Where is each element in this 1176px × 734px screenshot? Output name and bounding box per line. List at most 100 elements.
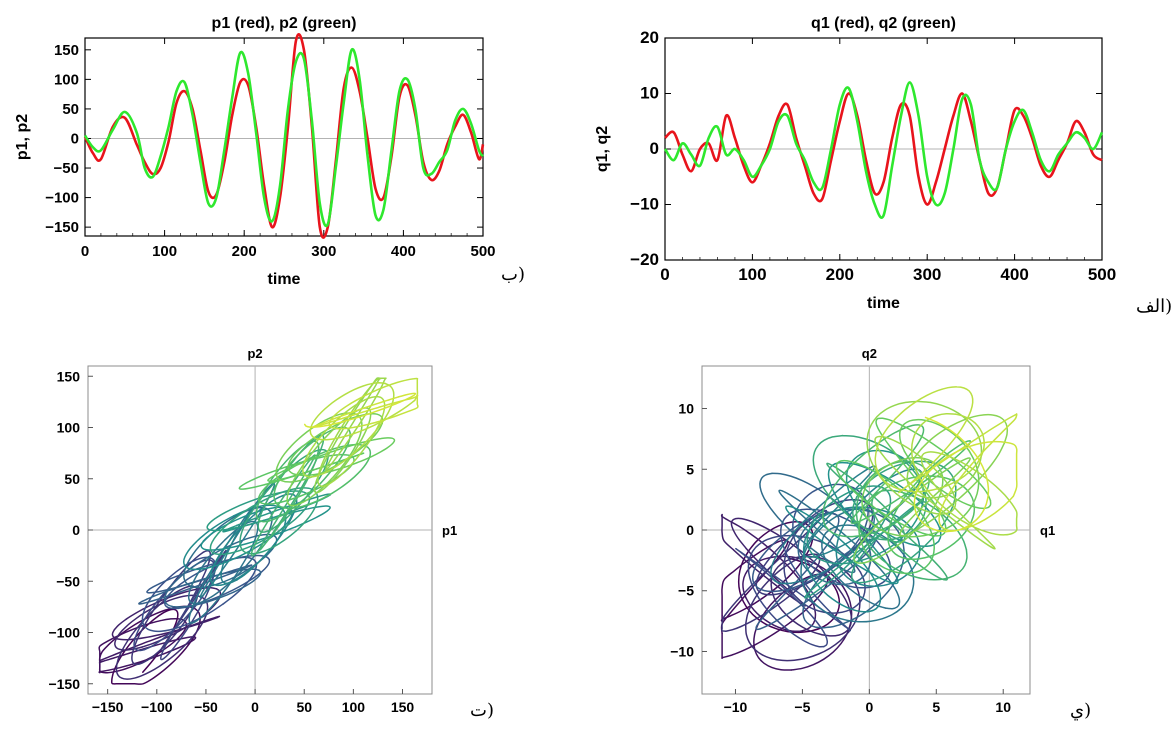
y-tick-label: −100	[45, 190, 79, 207]
trajectory-segment	[744, 553, 821, 626]
trajectory-segment	[800, 507, 871, 588]
trajectory-segment	[98, 639, 195, 674]
y-tick-label: 10	[678, 401, 694, 417]
trajectory-segment	[188, 567, 241, 624]
trajectory-segment	[899, 460, 970, 537]
trajectory-segment	[107, 605, 201, 646]
trajectory-segment	[861, 459, 902, 537]
trajectory-segment	[185, 506, 271, 567]
x-tick-label: 150	[391, 699, 415, 715]
trajectory-segment	[938, 502, 1018, 536]
y-tick-label: 5	[686, 461, 694, 477]
trajectory-segment	[721, 536, 803, 632]
trajectory-segment	[286, 505, 331, 528]
series-line-green	[663, 81, 1104, 219]
x-tick-label: 10	[995, 699, 1011, 715]
trajectory-segment	[299, 413, 384, 450]
x-tick-label: −10	[724, 699, 748, 715]
trajectory-segment	[238, 464, 293, 490]
trajectory-segment	[778, 489, 828, 523]
trajectory-segment	[872, 457, 971, 530]
trajectory-segment	[282, 454, 316, 498]
trajectory-segment	[845, 449, 923, 485]
x-tick-label: −5	[794, 699, 810, 715]
trajectory-segment	[812, 434, 864, 528]
trajectory-segment	[887, 522, 972, 560]
trajectory-segment	[324, 421, 354, 471]
y-tick-label: 20	[640, 28, 659, 47]
y-axis-label: q2	[862, 346, 877, 361]
trajectory-segment	[354, 392, 417, 420]
trajectory-segment	[287, 447, 353, 477]
trajectory-segment	[317, 423, 380, 488]
chart-p-time: 0 100 200 300 400 500 −150 −100 −50 0 50 100 150 p1 (…	[14, 15, 496, 288]
chart-p-phase: −150 −100 −50 0 50 100 150 −150 −100 −50 0 50 100 150…	[48, 346, 457, 715]
x-tick-label: 400	[391, 243, 416, 260]
trajectory-segment	[257, 475, 340, 505]
x-axis-label: p1	[442, 523, 457, 538]
x-tick-label: 500	[470, 243, 495, 260]
trajectory-segment	[110, 636, 197, 660]
trajectory-segment	[871, 496, 945, 581]
trajectory-segment	[273, 447, 307, 510]
trajectory-segment	[265, 440, 320, 543]
trajectory-segment	[921, 413, 1009, 450]
x-tick-label: 5	[932, 699, 940, 715]
trajectory-segment	[209, 547, 273, 587]
x-axis-label: time	[867, 295, 900, 312]
trajectory-segment	[802, 524, 869, 613]
trajectory-segment	[255, 464, 337, 523]
x-tick-label: 0	[660, 265, 669, 284]
trajectory-segment	[164, 561, 223, 610]
x-tick-label: 300	[913, 265, 941, 284]
trajectory-segment	[742, 555, 833, 599]
x-tick-label: 100	[152, 243, 177, 260]
series-line-red	[664, 92, 1103, 206]
x-tick-label: 0	[865, 699, 873, 715]
y-tick-label: 100	[57, 420, 81, 436]
trajectory-segment	[924, 416, 960, 438]
trajectory-segment	[850, 505, 914, 584]
trajectory-segment	[350, 437, 396, 466]
trajectory-segment	[868, 545, 968, 581]
trajectory-segment	[98, 621, 154, 674]
trajectory-segment	[785, 505, 838, 553]
y-tick-label: −150	[45, 219, 79, 236]
trajectory-segment	[209, 531, 279, 556]
trajectory-segment	[303, 417, 356, 428]
y-tick-label: −100	[48, 625, 80, 641]
trajectory-segment	[315, 413, 372, 494]
trajectory-segment	[827, 461, 881, 555]
trajectory-segment	[365, 377, 419, 402]
y-tick-label: −5	[678, 583, 694, 599]
trajectory-segment	[757, 518, 869, 593]
x-tick-label: 0	[251, 699, 259, 715]
trajectory-segment	[721, 513, 795, 600]
x-tick-label: −150	[92, 699, 124, 715]
trajectory-segment	[858, 486, 957, 584]
trajectory-segment	[806, 486, 866, 563]
trajectory-segment	[945, 435, 990, 533]
trajectory-segment	[153, 594, 209, 637]
x-tick-label: 500	[1088, 265, 1116, 284]
panel-label-c: ت)	[470, 700, 494, 721]
trajectory-segment	[163, 547, 226, 608]
trajectory-segment	[884, 457, 996, 550]
trajectory-segment	[178, 569, 262, 608]
trajectory-segment	[199, 525, 253, 599]
series-line-green	[83, 47, 485, 228]
trajectory-segment	[751, 512, 828, 589]
trajectory-segment	[334, 382, 395, 468]
trajectory-segment	[837, 547, 921, 588]
trajectory-segment	[341, 377, 387, 451]
trajectory-segment	[747, 557, 825, 648]
trajectory-segment	[770, 557, 823, 636]
trajectory-segment	[835, 459, 888, 503]
trajectory-segment	[792, 571, 866, 614]
trajectory-segment	[269, 452, 364, 482]
trajectory-segment	[855, 460, 916, 547]
trajectory-segment	[901, 413, 1018, 491]
y-axis-label: p2	[247, 346, 262, 361]
trajectory-segment	[921, 461, 996, 550]
x-tick-label: 100	[738, 265, 766, 284]
